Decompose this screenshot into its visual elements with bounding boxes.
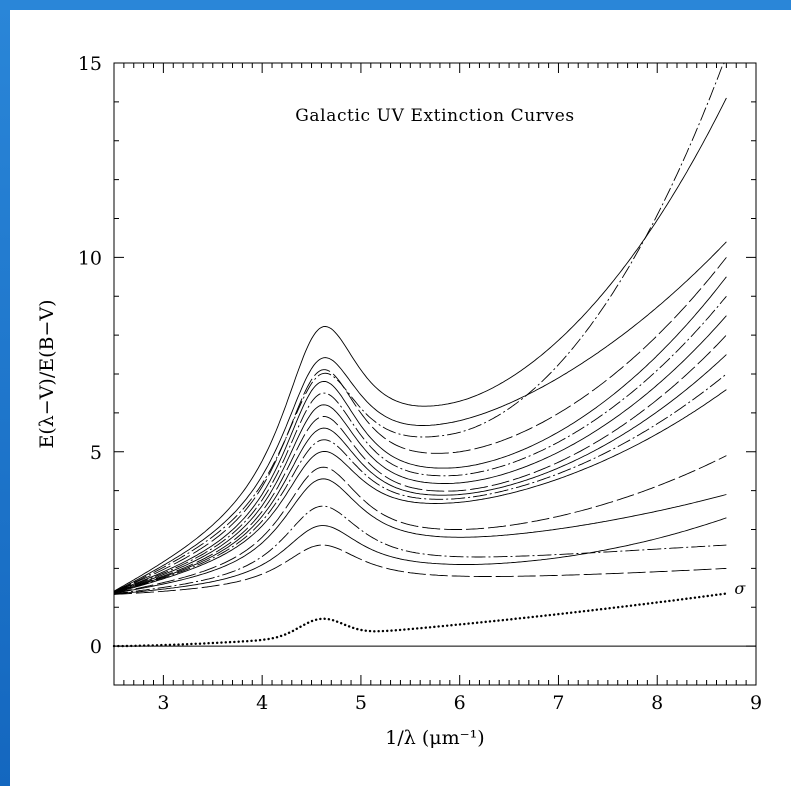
extinction-series-line xyxy=(113,296,727,593)
extinction-series-line xyxy=(113,241,727,593)
extinction-series-line xyxy=(113,315,727,593)
ticks-group xyxy=(113,62,757,686)
y-tick-label: 15 xyxy=(78,53,102,75)
sigma-series-line xyxy=(112,592,728,648)
extinction-series-line xyxy=(113,62,725,593)
extinction-series-line xyxy=(113,389,727,594)
extinction-series-line xyxy=(113,455,727,594)
y-axis-label: E(λ−V)/E(B−V) xyxy=(36,299,58,448)
curves-group xyxy=(112,62,728,648)
chart-title: Galactic UV Extinction Curves xyxy=(295,106,574,126)
x-tick-label: 8 xyxy=(651,692,663,714)
chart-panel xyxy=(10,10,791,786)
extinction-series-line xyxy=(113,97,727,592)
extinction-series-line xyxy=(113,544,727,595)
tick-labels-group: 3 4 5 6 7 8 9 0 5 10 15 xyxy=(78,53,762,714)
x-tick-label: 5 xyxy=(355,692,367,714)
extinction-series-line xyxy=(113,257,727,592)
y-tick-label: 10 xyxy=(78,247,102,269)
x-tick-label: 3 xyxy=(157,692,169,714)
x-axis-label: 1/λ (μm⁻¹) xyxy=(385,727,484,749)
extinction-series-line xyxy=(113,517,727,595)
extinction-series-line xyxy=(113,354,727,593)
plot-frame xyxy=(113,62,757,686)
y-tick-label: 0 xyxy=(90,636,102,658)
x-tick-label: 9 xyxy=(750,692,762,714)
sigma-annotation: σ xyxy=(734,579,746,598)
extinction-series-line xyxy=(113,276,727,593)
x-tick-label: 4 xyxy=(256,692,268,714)
x-tick-label: 7 xyxy=(552,692,564,714)
extinction-series-line xyxy=(113,478,727,594)
x-tick-label: 6 xyxy=(454,692,466,714)
extinction-series-line xyxy=(113,334,727,593)
extinction-series-line xyxy=(113,373,727,594)
y-tick-label: 5 xyxy=(90,442,102,464)
